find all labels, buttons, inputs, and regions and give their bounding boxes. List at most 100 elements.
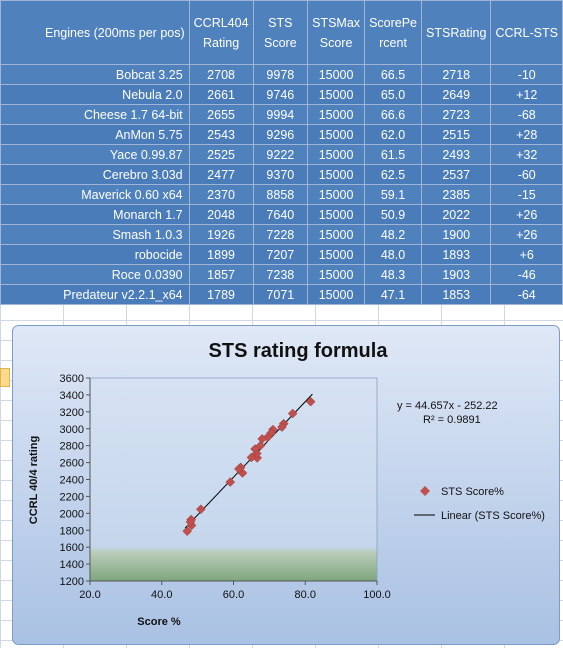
engine-name-cell[interactable]: Bobcat 3.25 — [0, 64, 190, 85]
value-cell[interactable]: 15000 — [307, 104, 366, 125]
value-cell[interactable]: 1926 — [188, 224, 254, 245]
value-cell[interactable]: 2718 — [421, 64, 492, 85]
engine-ratings-table: Engines (200ms per pos) CCRL404 Rating STS S… — [0, 0, 563, 305]
value-cell[interactable]: 9296 — [252, 124, 309, 145]
value-cell[interactable]: 2708 — [188, 64, 254, 85]
value-cell[interactable]: 2655 — [188, 104, 254, 125]
value-cell[interactable]: +6 — [490, 244, 563, 265]
value-cell[interactable]: 15000 — [307, 164, 366, 185]
value-cell[interactable]: 61.5 — [364, 144, 423, 165]
header-cell[interactable]: STSMax Score — [307, 0, 366, 65]
value-cell[interactable]: 2385 — [421, 184, 492, 205]
engine-name-cell[interactable]: Roce 0.0390 — [0, 264, 190, 285]
value-cell[interactable]: 9746 — [252, 84, 309, 105]
legend-marker-sts-score — [420, 486, 430, 496]
value-cell[interactable]: 15000 — [307, 244, 366, 265]
engine-name-cell[interactable]: Predateur v2.2.1_x64 — [0, 284, 190, 305]
value-cell[interactable]: 2493 — [421, 144, 492, 165]
value-cell[interactable]: 2048 — [188, 204, 254, 225]
value-cell[interactable]: 1900 — [421, 224, 492, 245]
header-cell[interactable]: Engines (200ms per pos) — [0, 0, 190, 65]
table-row: Yace 0.99.87 2525 9222 15000 61.5 2493 +32 — [0, 144, 563, 165]
engine-name-cell[interactable]: Monarch 1.7 — [0, 204, 190, 225]
value-cell[interactable]: 7228 — [252, 224, 309, 245]
header-cell[interactable]: STS Score — [252, 0, 309, 65]
value-cell[interactable]: 15000 — [307, 144, 366, 165]
header-cell[interactable]: STSRating — [421, 0, 492, 65]
value-cell[interactable]: 1899 — [188, 244, 254, 265]
chart-title: STS rating formula — [209, 340, 389, 362]
value-cell[interactable]: 15000 — [307, 224, 366, 245]
value-cell[interactable]: 7640 — [252, 204, 309, 225]
value-cell[interactable]: 66.5 — [364, 64, 423, 85]
value-cell[interactable]: 65.0 — [364, 84, 423, 105]
value-cell[interactable]: 62.0 — [364, 124, 423, 145]
engine-name-cell[interactable]: Nebula 2.0 — [0, 84, 190, 105]
value-cell[interactable]: 50.9 — [364, 204, 423, 225]
chart-area[interactable]: STS rating formula 1200 1400 1600 1800 2000 2… — [12, 325, 560, 645]
engine-name-cell[interactable]: Maverick 0.60 x64 — [0, 184, 190, 205]
value-cell[interactable]: 7071 — [252, 284, 309, 305]
value-cell[interactable]: 48.3 — [364, 264, 423, 285]
value-cell[interactable]: 15000 — [307, 84, 366, 105]
value-cell[interactable]: +32 — [490, 144, 563, 165]
value-cell[interactable]: 15000 — [307, 264, 366, 285]
header-cell[interactable]: CCRL-STS — [490, 0, 563, 65]
value-cell[interactable]: 15000 — [307, 204, 366, 225]
value-cell[interactable]: 2537 — [421, 164, 492, 185]
value-cell[interactable]: 7238 — [252, 264, 309, 285]
value-cell[interactable]: 2525 — [188, 144, 254, 165]
value-cell[interactable]: 1903 — [421, 264, 492, 285]
value-cell[interactable]: 15000 — [307, 184, 366, 205]
value-cell[interactable]: 7207 — [252, 244, 309, 265]
value-cell[interactable]: -46 — [490, 264, 563, 285]
value-cell[interactable]: 1853 — [421, 284, 492, 305]
value-cell[interactable]: 48.2 — [364, 224, 423, 245]
engine-name-cell[interactable]: robocide — [0, 244, 190, 265]
header-cell[interactable]: ScorePe rcent — [364, 0, 423, 65]
value-cell[interactable]: -10 — [490, 64, 563, 85]
value-cell[interactable]: +26 — [490, 224, 563, 245]
value-cell[interactable]: 66.6 — [364, 104, 423, 125]
header-cell[interactable]: CCRL404 Rating — [188, 0, 254, 65]
value-cell[interactable]: 2370 — [188, 184, 254, 205]
engine-name-cell[interactable]: Yace 0.99.87 — [0, 144, 190, 165]
header-text: STSMax — [312, 15, 361, 30]
value-cell[interactable]: 9994 — [252, 104, 309, 125]
value-cell[interactable]: 1789 — [188, 284, 254, 305]
engine-name-cell[interactable]: AnMon 5.75 — [0, 124, 190, 145]
value-cell[interactable]: 2543 — [188, 124, 254, 145]
value-cell[interactable]: 2649 — [421, 84, 492, 105]
value-cell[interactable]: 2022 — [421, 204, 492, 225]
value-cell[interactable]: 9978 — [252, 64, 309, 85]
value-cell[interactable]: -60 — [490, 164, 563, 185]
x-tick-label: 20.0 — [79, 589, 100, 601]
engine-name-cell[interactable]: Cerebro 3.03d — [0, 164, 190, 185]
value-cell[interactable]: -68 — [490, 104, 563, 125]
value-cell[interactable]: 9222 — [252, 144, 309, 165]
engine-name-cell[interactable]: Cheese 1.7 64-bit — [0, 104, 190, 125]
value-cell[interactable]: 8858 — [252, 184, 309, 205]
value-cell[interactable]: 15000 — [307, 284, 366, 305]
value-cell[interactable]: -64 — [490, 284, 563, 305]
value-cell[interactable]: 62.5 — [364, 164, 423, 185]
value-cell[interactable]: 2515 — [421, 124, 492, 145]
value-cell[interactable]: +12 — [490, 84, 563, 105]
value-cell[interactable]: 2661 — [188, 84, 254, 105]
value-cell[interactable]: 2723 — [421, 104, 492, 125]
data-point — [234, 464, 244, 474]
value-cell[interactable]: 1893 — [421, 244, 492, 265]
value-cell[interactable]: +26 — [490, 204, 563, 225]
value-cell[interactable]: 47.1 — [364, 284, 423, 305]
value-cell[interactable]: +28 — [490, 124, 563, 145]
value-cell[interactable]: 15000 — [307, 124, 366, 145]
engine-name-cell[interactable]: Smash 1.0.3 — [0, 224, 190, 245]
value-cell[interactable]: -15 — [490, 184, 563, 205]
data-point — [255, 440, 266, 451]
value-cell[interactable]: 9370 — [252, 164, 309, 185]
value-cell[interactable]: 1857 — [188, 264, 254, 285]
value-cell[interactable]: 59.1 — [364, 184, 423, 205]
value-cell[interactable]: 15000 — [307, 64, 366, 85]
value-cell[interactable]: 48.0 — [364, 244, 423, 265]
value-cell[interactable]: 2477 — [188, 164, 254, 185]
